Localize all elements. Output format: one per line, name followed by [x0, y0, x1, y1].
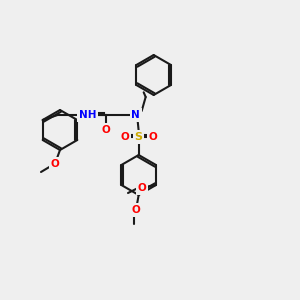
Text: O: O — [148, 132, 157, 142]
Text: S: S — [135, 132, 143, 142]
Text: NH: NH — [79, 110, 96, 120]
Text: N: N — [131, 110, 140, 120]
Text: O: O — [120, 132, 129, 142]
Text: O: O — [51, 159, 59, 169]
Text: O: O — [138, 183, 146, 193]
Text: O: O — [131, 205, 140, 215]
Text: O: O — [101, 125, 110, 135]
